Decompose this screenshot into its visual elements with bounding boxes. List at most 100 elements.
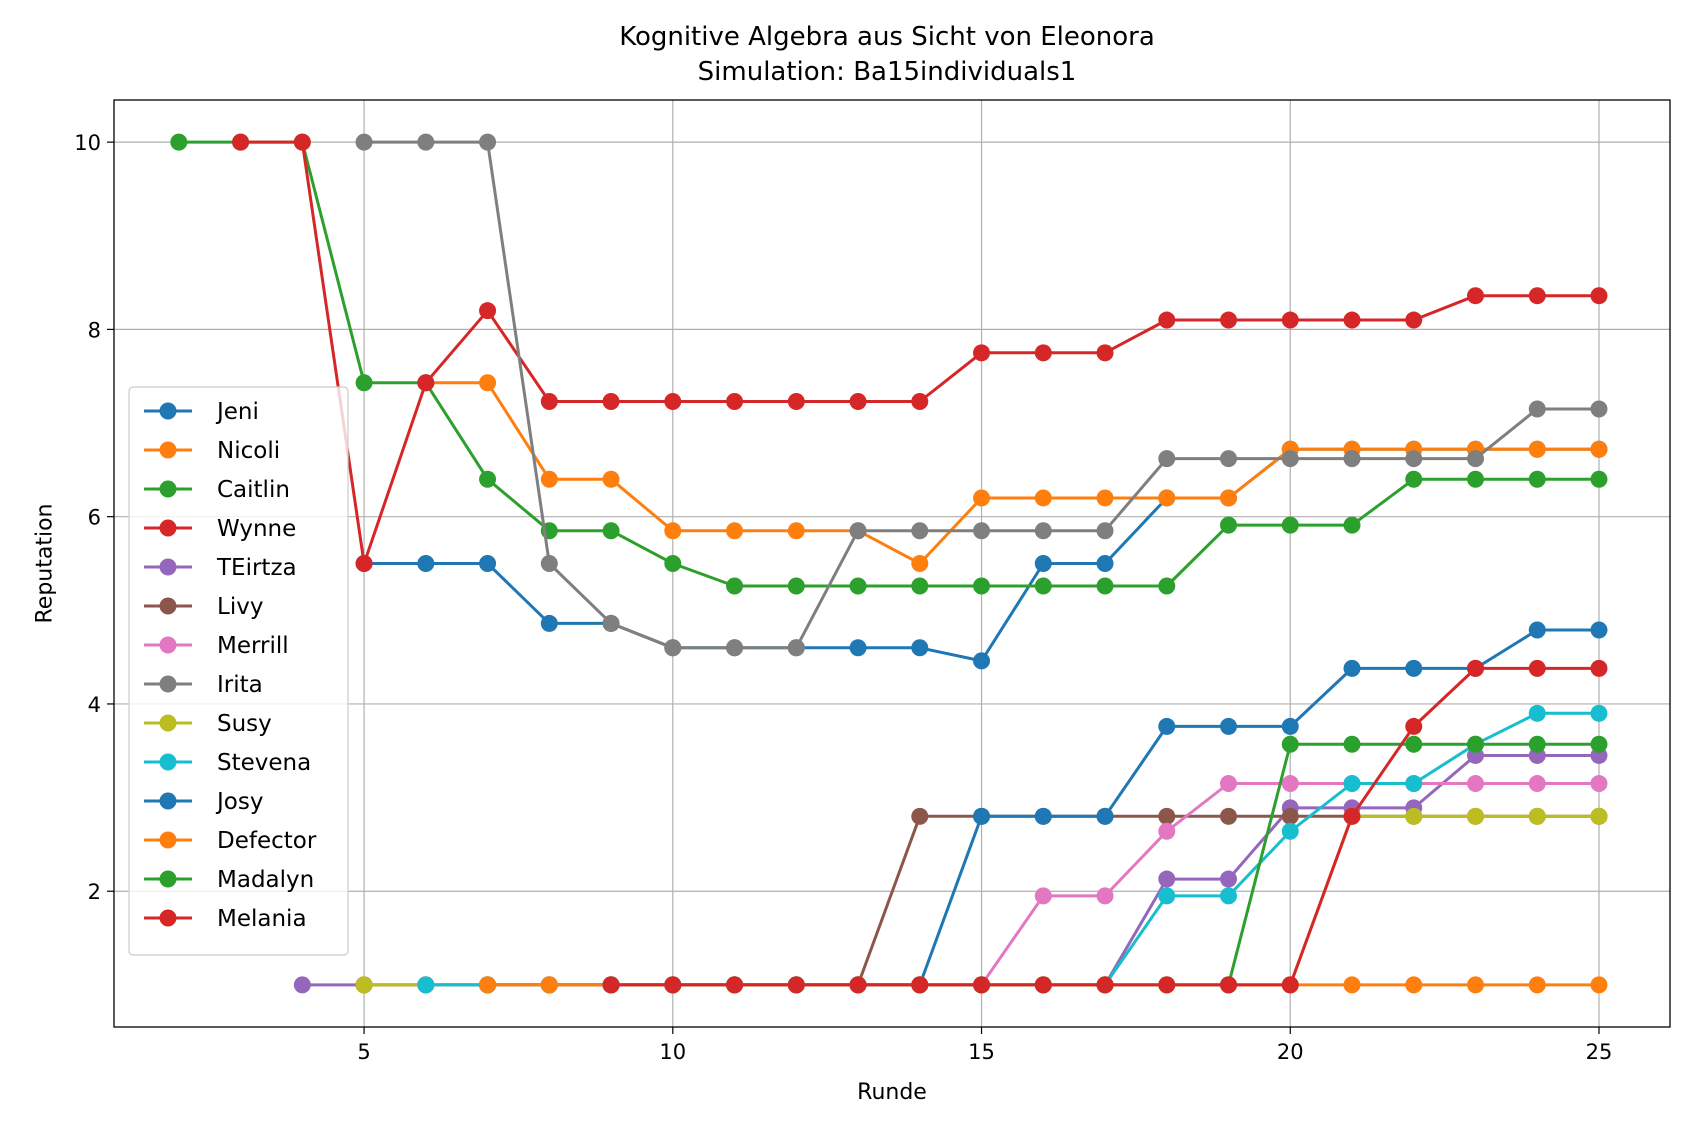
data-point <box>1220 870 1238 888</box>
data-point <box>1590 621 1608 639</box>
data-point <box>602 976 620 994</box>
data-point <box>664 639 682 657</box>
legend-item: Nicoli <box>144 438 280 464</box>
y-tick-label: 8 <box>88 318 101 342</box>
data-point <box>911 639 929 657</box>
legend-marker <box>159 519 177 537</box>
data-point <box>417 555 435 572</box>
y-axis-label: Reputation <box>33 504 58 624</box>
series-layer <box>170 133 1608 994</box>
data-point <box>602 614 620 632</box>
legend-item: Susy <box>144 711 272 737</box>
data-point <box>1343 659 1361 677</box>
data-point <box>1096 555 1114 572</box>
legend-marker <box>159 909 177 927</box>
data-point <box>1220 976 1238 994</box>
data-point <box>355 976 373 994</box>
legend-label: Irita <box>217 672 263 698</box>
data-point <box>1590 440 1608 458</box>
data-point <box>1405 470 1423 488</box>
data-point <box>417 133 435 151</box>
legend-label: Nicoli <box>217 438 280 464</box>
data-point <box>1158 887 1176 905</box>
plot-frame <box>113 99 1671 1028</box>
data-point <box>1158 976 1176 994</box>
x-tick-label: 10 <box>659 1040 686 1064</box>
data-point <box>1590 807 1608 825</box>
data-point <box>787 639 805 657</box>
data-point <box>1158 807 1176 825</box>
data-point <box>1590 400 1608 418</box>
data-point <box>664 555 682 572</box>
data-point <box>787 522 805 540</box>
legend-item: Defector <box>144 828 317 854</box>
data-point <box>849 393 867 411</box>
data-point <box>1405 807 1423 825</box>
data-point <box>540 614 558 632</box>
legend-item: Livy <box>144 594 263 620</box>
legend-marker <box>159 675 177 693</box>
legend: Jeni Nicoli Caitlin Wynne TEirtza Livy Merrill… <box>128 386 349 956</box>
data-point <box>787 577 805 595</box>
data-point <box>1158 822 1176 840</box>
data-point <box>1467 976 1484 994</box>
data-point <box>355 133 373 151</box>
legend-marker <box>159 792 177 810</box>
data-point <box>1034 555 1052 572</box>
data-point <box>170 133 188 151</box>
data-point <box>1467 775 1484 793</box>
data-point <box>479 374 497 392</box>
data-point <box>1467 470 1484 488</box>
data-point <box>602 393 620 411</box>
data-point <box>540 470 558 488</box>
data-point <box>1528 704 1546 722</box>
legend-label: Jeni <box>215 399 259 425</box>
data-point <box>1590 775 1608 793</box>
data-point <box>479 470 497 488</box>
data-point <box>355 374 373 392</box>
data-point <box>1528 807 1546 825</box>
data-point <box>1528 440 1546 458</box>
data-point <box>973 976 991 994</box>
series-line <box>611 742 1599 987</box>
legend-label: Josy <box>215 789 263 815</box>
data-point <box>1096 887 1114 905</box>
data-point <box>664 522 682 540</box>
data-point <box>540 555 558 572</box>
legend-label: Stevena <box>217 750 311 776</box>
y-tick-label: 10 <box>74 131 101 155</box>
legend-label: Livy <box>217 594 263 620</box>
data-point <box>973 489 991 507</box>
legend-marker <box>159 441 177 459</box>
data-point <box>726 639 744 657</box>
legend-label: Wynne <box>217 516 296 542</box>
data-point <box>911 807 929 825</box>
data-point <box>1158 717 1176 735</box>
data-point <box>849 639 867 657</box>
legend-item: Irita <box>144 672 263 698</box>
data-point <box>911 393 929 411</box>
data-point <box>1281 311 1299 329</box>
data-point <box>417 374 435 392</box>
series-line <box>611 666 1599 987</box>
data-point <box>1405 735 1423 753</box>
data-point <box>726 577 744 595</box>
series-melania <box>602 659 1608 994</box>
series-nicoli <box>417 374 1608 572</box>
data-point <box>1158 450 1176 468</box>
data-point <box>1405 976 1423 994</box>
data-point <box>1528 659 1546 677</box>
series-irita <box>355 133 1608 657</box>
data-point <box>293 976 311 994</box>
data-point <box>787 393 805 411</box>
data-point <box>1343 807 1361 825</box>
data-point <box>540 393 558 411</box>
legend-label: Susy <box>217 711 272 737</box>
data-point <box>1220 887 1238 905</box>
data-point <box>1220 311 1238 329</box>
data-point <box>1034 976 1052 994</box>
data-point <box>664 976 682 994</box>
data-point <box>1281 450 1299 468</box>
x-axis-label: Runde <box>857 1080 927 1105</box>
legend-item: Josy <box>144 789 263 815</box>
